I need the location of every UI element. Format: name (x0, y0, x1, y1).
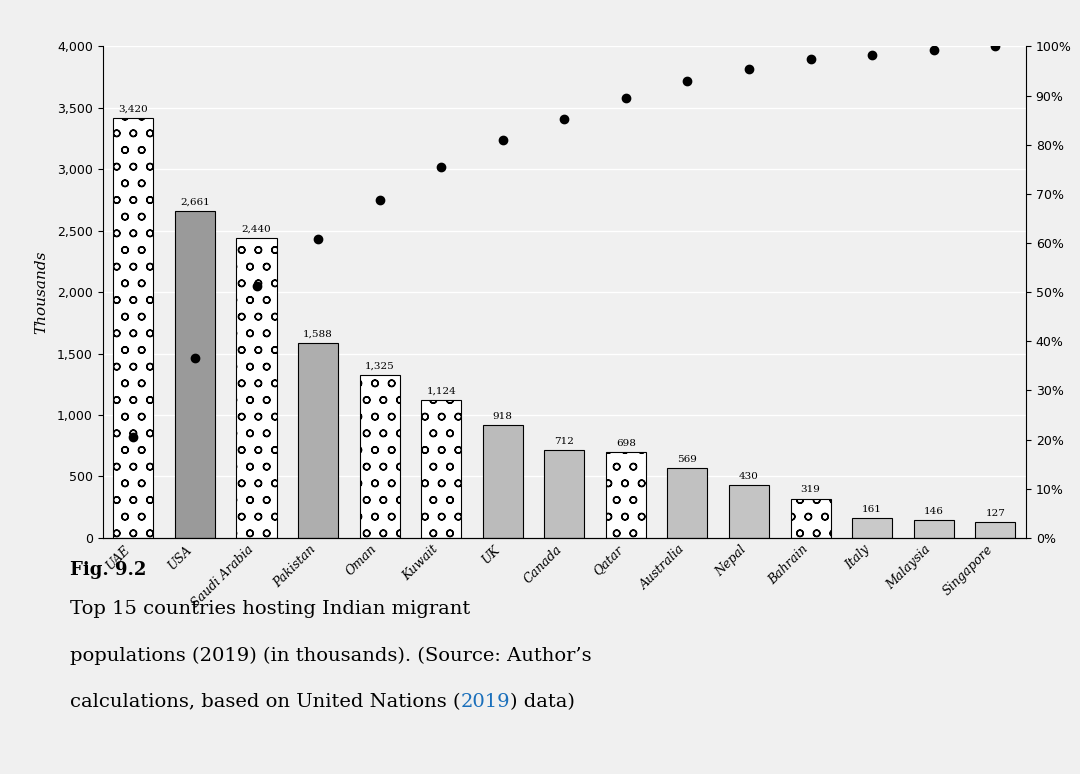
Bar (237, 238, 276, 538)
Text: 1,325: 1,325 (365, 361, 394, 371)
Text: 161: 161 (862, 505, 882, 514)
Text: 712: 712 (554, 437, 575, 446)
Text: 2,440: 2,440 (242, 224, 271, 234)
Text: 3,420: 3,420 (119, 104, 148, 114)
Bar (791, 498, 831, 538)
Bar (729, 485, 769, 538)
Bar (175, 211, 215, 538)
Text: 1,124: 1,124 (427, 386, 456, 396)
Bar (360, 375, 400, 538)
Text: 2,661: 2,661 (180, 197, 210, 207)
Bar (544, 450, 584, 538)
Text: 1,588: 1,588 (303, 330, 333, 338)
Text: 569: 569 (677, 454, 698, 464)
Bar (914, 520, 954, 538)
Text: Fig. 9.2: Fig. 9.2 (70, 561, 147, 579)
Text: 127: 127 (985, 509, 1005, 518)
Bar (667, 468, 707, 538)
Text: 430: 430 (739, 472, 759, 481)
Text: 918: 918 (492, 412, 513, 421)
Text: 2019: 2019 (461, 693, 511, 711)
Text: 146: 146 (923, 507, 944, 515)
Text: populations (2019) (in thousands). (Source: Author’s: populations (2019) (in thousands). (Sour… (70, 646, 592, 665)
Bar (298, 343, 338, 538)
Bar (975, 522, 1015, 538)
Y-axis label: Thousands: Thousands (35, 251, 49, 334)
Bar (113, 118, 153, 538)
Text: Top 15 countries hosting Indian migrant: Top 15 countries hosting Indian migrant (70, 600, 471, 618)
Bar (421, 400, 461, 538)
Text: 698: 698 (616, 439, 636, 448)
Text: calculations, based on United Nations (: calculations, based on United Nations ( (70, 693, 461, 711)
Text: 319: 319 (800, 485, 821, 495)
Text: ) data): ) data) (511, 693, 576, 711)
Bar (483, 425, 523, 538)
Bar (852, 518, 892, 538)
Bar (606, 452, 646, 538)
